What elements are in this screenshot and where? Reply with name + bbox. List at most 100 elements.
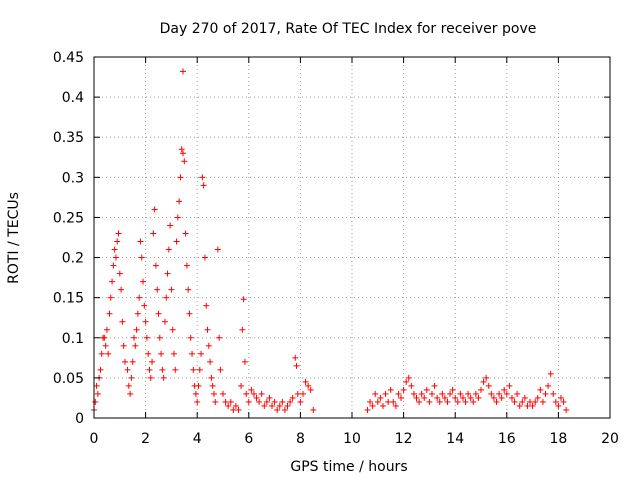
data-point <box>555 402 562 409</box>
data-point <box>539 398 546 405</box>
data-point <box>431 382 438 389</box>
data-point <box>511 398 518 405</box>
data-point <box>377 394 384 401</box>
data-point <box>105 350 112 357</box>
data-point <box>180 150 187 157</box>
data-point <box>508 394 515 401</box>
data-point <box>514 390 521 397</box>
data-point <box>418 390 425 397</box>
data-point <box>180 68 187 75</box>
data-point <box>552 398 559 405</box>
data-point <box>201 254 208 261</box>
data-point <box>199 174 206 181</box>
data-point <box>178 146 185 153</box>
data-point <box>181 158 188 165</box>
data-point <box>284 402 291 409</box>
x-tick-label: 16 <box>498 431 516 447</box>
x-tick-label: 10 <box>343 431 361 447</box>
data-point <box>369 402 376 409</box>
data-point <box>545 382 552 389</box>
data-point <box>302 378 309 385</box>
grid-lines <box>94 57 610 418</box>
data-point <box>203 302 210 309</box>
y-tick-label: 0 <box>75 411 84 427</box>
data-point <box>173 238 180 245</box>
data-point <box>192 390 199 397</box>
data-point <box>271 398 278 405</box>
data-point <box>294 390 301 397</box>
data-point <box>398 394 405 401</box>
data-point <box>266 394 273 401</box>
data-point <box>519 398 526 405</box>
data-point <box>147 374 154 381</box>
y-tick-label: 0.4 <box>62 90 84 106</box>
data-point <box>97 366 104 373</box>
x-tick-label: 20 <box>601 431 619 447</box>
data-point <box>413 394 420 401</box>
data-point <box>408 382 415 389</box>
data-point <box>542 390 549 397</box>
data-point <box>174 214 181 221</box>
data-point <box>205 342 212 349</box>
data-point <box>490 394 497 401</box>
data-point <box>132 342 139 349</box>
chart-title: Day 270 of 2017, Rate Of TEC Index for r… <box>160 21 537 37</box>
data-point <box>387 386 394 393</box>
data-point <box>444 398 451 405</box>
data-point <box>172 366 179 373</box>
data-point <box>563 406 570 413</box>
x-tick-label: 0 <box>90 431 99 447</box>
x-tick-label: 12 <box>395 431 413 447</box>
data-point <box>496 390 503 397</box>
data-point <box>428 390 435 397</box>
data-point <box>167 222 174 229</box>
data-point <box>379 402 386 409</box>
data-point <box>447 390 454 397</box>
data-point <box>452 394 459 401</box>
data-point <box>253 394 260 401</box>
data-point <box>92 398 99 405</box>
data-point <box>161 318 168 325</box>
data-point <box>392 402 399 409</box>
data-point <box>281 406 288 413</box>
data-point <box>550 390 557 397</box>
data-point <box>410 390 417 397</box>
data-point <box>121 358 128 365</box>
data-point <box>232 402 239 409</box>
data-point <box>137 238 144 245</box>
data-point <box>493 398 500 405</box>
data-point <box>537 386 544 393</box>
data-point <box>222 398 229 405</box>
data-point <box>120 342 127 349</box>
x-tick-label: 6 <box>244 431 253 447</box>
data-point <box>488 390 495 397</box>
data-point <box>165 246 172 253</box>
data-point <box>454 398 461 405</box>
data-point <box>190 366 197 373</box>
data-point <box>364 406 371 413</box>
data-point <box>470 398 477 405</box>
data-point <box>198 350 205 357</box>
data-point <box>169 326 176 333</box>
data-point <box>274 406 281 413</box>
data-point <box>209 382 216 389</box>
data-point <box>529 402 536 409</box>
data-point <box>107 294 114 301</box>
data-point <box>220 390 226 397</box>
data-point <box>187 334 194 341</box>
data-point <box>534 394 541 401</box>
data-point <box>230 406 237 413</box>
data-point <box>241 358 248 365</box>
data-point <box>297 398 304 405</box>
data-point <box>299 390 306 397</box>
data-point <box>189 350 196 357</box>
data-point <box>160 374 167 381</box>
data-point <box>125 382 132 389</box>
data-point <box>269 402 276 409</box>
data-point <box>560 398 567 405</box>
data-point <box>146 366 153 373</box>
data-point <box>459 394 466 401</box>
data-point <box>130 334 137 341</box>
data-point <box>287 398 294 405</box>
